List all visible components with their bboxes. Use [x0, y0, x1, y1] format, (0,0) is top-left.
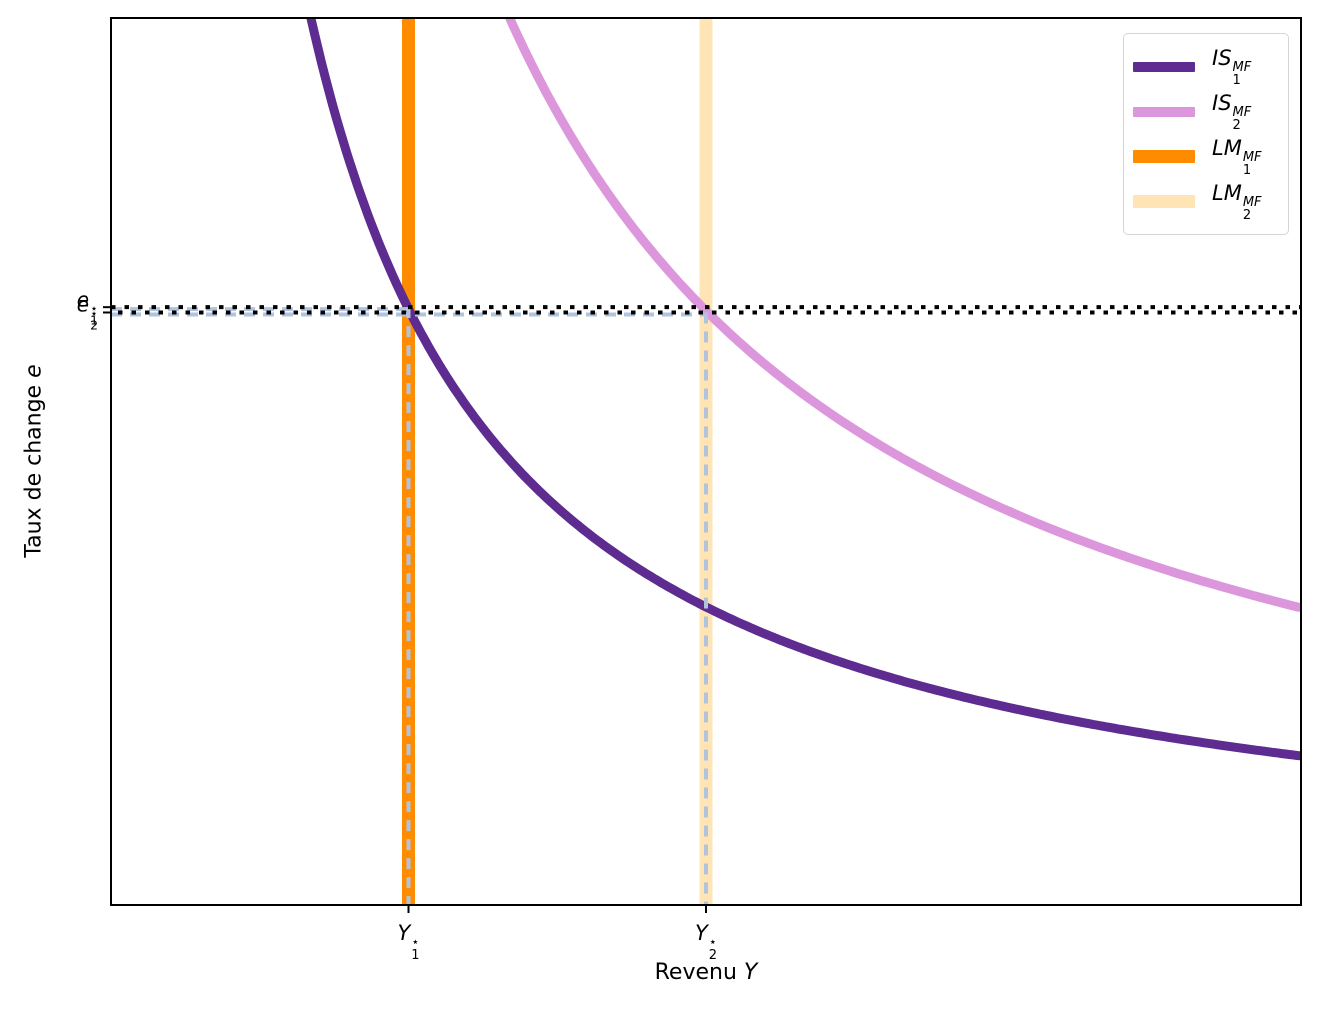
is2-mf-curve [505, 18, 1301, 612]
legend-row-is1: IS MF 1 [1133, 44, 1278, 89]
is1-mf-curve [306, 18, 1301, 761]
y-tick-label-e2: e ⋆ 2 [76, 292, 98, 333]
x-tick-label-y2: Y ⋆ 2 [694, 921, 718, 963]
legend-label-is1: IS MF 1 [1212, 46, 1252, 88]
legend-label-is2: IS MF 2 [1212, 91, 1252, 133]
x-tick-label-y1: Y ⋆ 1 [397, 921, 420, 963]
chart-legend: IS MF 1 IS MF 2 LM MF 1 LM MF 2 [1123, 33, 1289, 235]
is1-swatch [1133, 61, 1195, 72]
y-axis-title: Taux de change e [21, 364, 47, 558]
is2-swatch [1133, 106, 1195, 117]
legend-row-is2: IS MF 2 [1133, 89, 1278, 134]
x-axis-title: Revenu Y [654, 960, 758, 985]
y-tick-label-e1: e ⋆ 1 [76, 287, 98, 328]
legend-label-lm2: LM MF 2 [1212, 181, 1262, 223]
lm1-swatch [1133, 150, 1195, 163]
legend-row-lm1: LM MF 1 [1133, 134, 1278, 179]
legend-row-lm2: LM MF 2 [1133, 179, 1278, 224]
legend-label-lm1: LM MF 1 [1212, 136, 1262, 178]
lm2-swatch [1133, 195, 1195, 208]
